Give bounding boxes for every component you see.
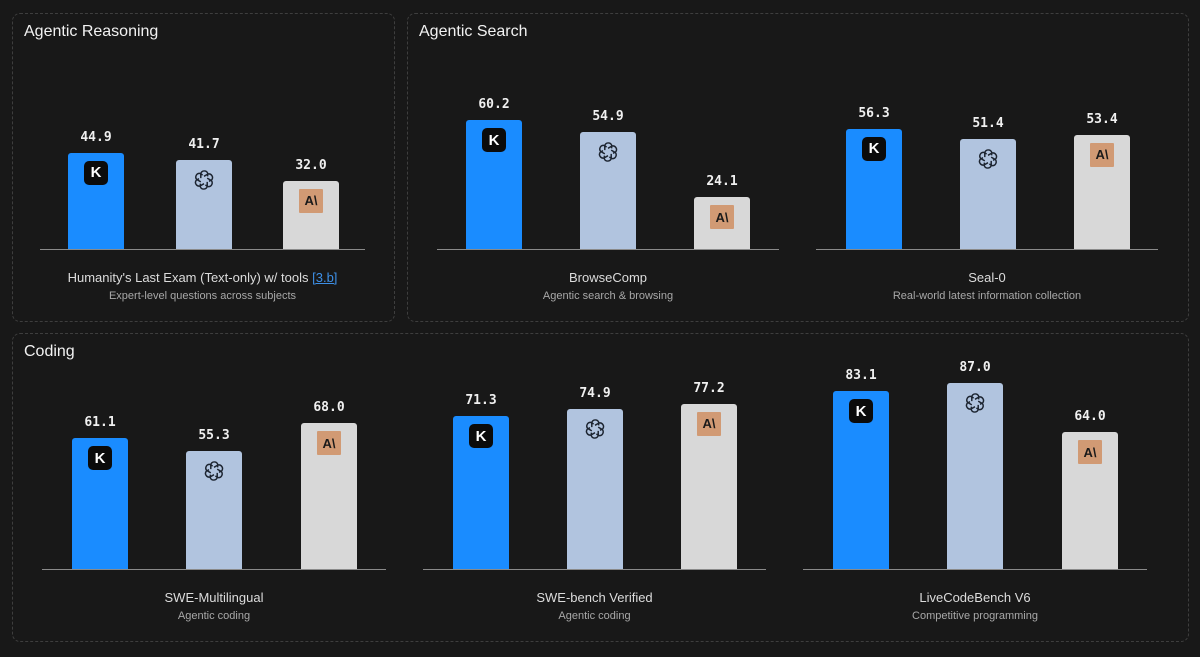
bar-anthropic: 68.0 A\ — [301, 400, 357, 569]
data-label: 53.4 — [1086, 111, 1118, 127]
panel-coding: Coding — [12, 333, 1189, 642]
bar-openai: 87.0 — [947, 360, 1003, 569]
openai-logo-icon — [583, 417, 607, 441]
data-label: 56.3 — [858, 105, 890, 121]
data-label: 74.9 — [579, 385, 611, 401]
bar-kimi: 61.1 K — [72, 415, 128, 569]
data-label: 60.2 — [478, 97, 510, 113]
openai-logo-icon — [202, 459, 226, 483]
data-label: 32.0 — [295, 157, 327, 173]
chart-subtitle: Competitive programming — [912, 610, 1038, 622]
bar-kimi: 60.2 K — [466, 97, 522, 249]
bar-kimi: 56.3 K — [846, 106, 902, 249]
panel-agentic-search: Agentic Search — [407, 13, 1189, 322]
panel-title: Agentic Reasoning — [24, 23, 159, 40]
anthropic-logo-icon: A\ — [697, 411, 721, 436]
chart-title-text: BrowseComp — [568, 270, 648, 285]
panel-title: Agentic Search — [419, 23, 528, 40]
chart-title-text: Humanity's Last Exam (Text-only) w/ tool… — [67, 270, 309, 285]
data-label: 41.7 — [188, 136, 220, 152]
chart-title: SWE-bench Verified — [423, 590, 766, 605]
data-label: 44.9 — [80, 129, 112, 145]
anthropic-logo-icon: A\ — [710, 205, 734, 230]
chart-title: BrowseComp — [437, 270, 779, 285]
chart-subtitle: Agentic coding — [558, 610, 631, 622]
data-label: 55.3 — [198, 427, 230, 443]
anthropic-logo-icon: A\ — [1090, 142, 1114, 167]
x-axis-line — [42, 569, 386, 570]
panel-title: Coding — [24, 343, 75, 360]
chart-subtitle: Real-world latest information collection — [892, 290, 1082, 302]
kimi-logo-icon: K — [88, 446, 112, 471]
x-axis-line — [816, 249, 1158, 250]
bar-openai: 54.9 — [580, 109, 636, 249]
chart-subtitle: Agentic coding — [177, 610, 251, 622]
x-axis-line — [423, 569, 766, 570]
data-label: 71.3 — [465, 393, 497, 409]
kimi-logo-icon: K — [84, 160, 108, 185]
anthropic-logo-icon: A\ — [317, 431, 341, 456]
kimi-logo-icon: K — [862, 136, 886, 161]
bar-kimi: 83.1 K — [833, 368, 889, 569]
chart-subtitle: Agentic search & browsing — [542, 290, 674, 302]
kimi-logo-icon: K — [849, 399, 873, 424]
bar-kimi: 44.9 K — [68, 130, 124, 249]
bar-anthropic: 53.4 A\ — [1074, 112, 1130, 249]
bar-anthropic: 24.1 A\ — [694, 174, 750, 249]
data-label: 68.0 — [313, 400, 345, 416]
bar-anthropic: 64.0 A\ — [1062, 409, 1118, 569]
data-label: 87.0 — [959, 359, 991, 375]
data-label: 54.9 — [592, 108, 624, 124]
data-label: 83.1 — [845, 368, 877, 384]
bar-anthropic: 32.0 A\ — [283, 158, 339, 249]
bar-openai: 55.3 — [186, 428, 242, 569]
reference-link[interactable]: [3.b] — [312, 270, 338, 285]
bar-kimi: 71.3 K — [453, 393, 509, 569]
data-label: 77.2 — [693, 380, 725, 396]
chart-subtitle: Expert-level questions across subjects — [108, 290, 297, 302]
data-label: 64.0 — [1074, 409, 1106, 425]
chart-title: SWE-Multilingual — [42, 590, 386, 605]
anthropic-logo-icon: A\ — [1078, 440, 1102, 465]
panel-agentic-reasoning: Agentic Reasoning — [12, 13, 395, 322]
openai-logo-icon — [976, 147, 1000, 171]
bar-openai: 74.9 — [567, 386, 623, 569]
kimi-logo-icon: K — [482, 128, 506, 153]
data-label: 24.1 — [706, 174, 738, 190]
chart-title-text: Seal-0 — [968, 270, 1006, 285]
bar-openai: 41.7 — [176, 137, 232, 249]
anthropic-logo-icon: A\ — [299, 188, 323, 213]
chart-title-text: LiveCodeBench V6 — [919, 590, 1031, 605]
chart-title: LiveCodeBench V6 — [803, 590, 1147, 605]
openai-logo-icon — [192, 168, 216, 192]
openai-logo-icon — [963, 391, 987, 415]
bar-openai: 51.4 — [960, 116, 1016, 249]
chart-title: Humanity's Last Exam (Text-only) w/ tool… — [40, 270, 365, 285]
x-axis-line — [803, 569, 1147, 570]
chart-title-text: SWE-Multilingual — [164, 590, 264, 605]
x-axis-line — [437, 249, 779, 250]
data-label: 61.1 — [84, 415, 116, 431]
kimi-logo-icon: K — [469, 424, 493, 449]
chart-title: Seal-0 — [816, 270, 1158, 285]
bar-anthropic: 77.2 A\ — [681, 381, 737, 569]
data-label: 51.4 — [972, 116, 1004, 132]
x-axis-line — [40, 249, 365, 250]
openai-logo-icon — [596, 140, 620, 164]
chart-title-text: SWE-bench Verified — [536, 590, 653, 605]
